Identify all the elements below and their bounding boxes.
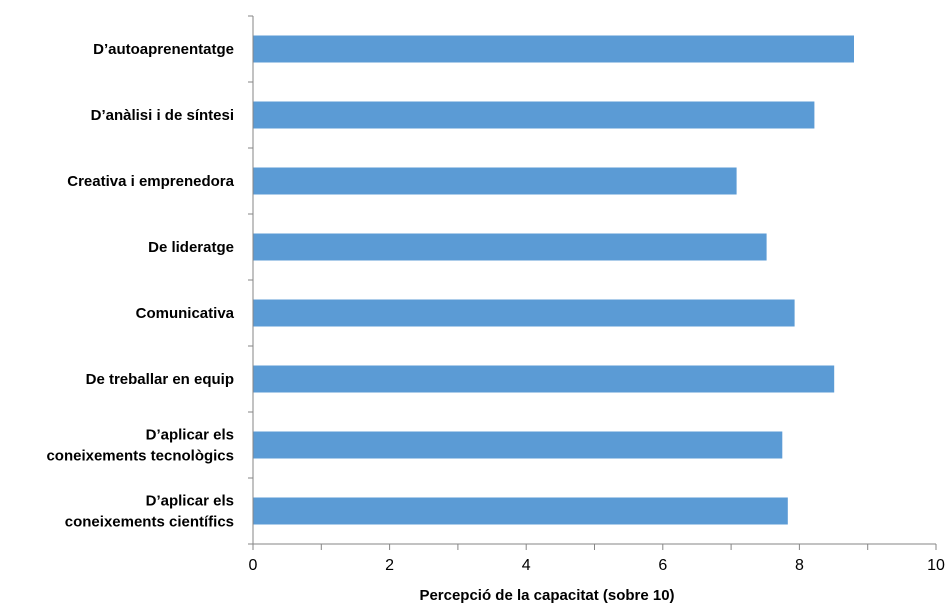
x-tick-label: 10 xyxy=(927,557,945,574)
x-tick-label: 6 xyxy=(658,557,667,574)
bar-7 xyxy=(253,431,783,459)
category-labels-group: D’autoaprenentatge D’anàlisi i de síntesi… xyxy=(46,41,234,531)
x-axis-title: Percepció de la capacitat (sobre 10) xyxy=(419,587,674,604)
category-label: Creativa i emprenedora xyxy=(67,173,234,190)
category-label: Comunicativa xyxy=(136,305,235,322)
bar-1 xyxy=(253,35,854,63)
category-label: D’autoaprenentatge xyxy=(93,41,234,58)
category-label: coneixements científics xyxy=(65,514,234,531)
bar-8 xyxy=(253,497,788,525)
bars-group xyxy=(253,35,854,525)
tick-labels-group: 0 2 4 6 8 10 xyxy=(249,557,945,574)
bar-4 xyxy=(253,233,767,261)
category-label: D’anàlisi i de síntesi xyxy=(91,107,234,124)
category-label: coneixements tecnològics xyxy=(46,448,234,465)
x-tick-label: 2 xyxy=(385,557,394,574)
category-label: De lideratge xyxy=(148,239,234,256)
category-label: De treballar en equip xyxy=(86,371,234,388)
bar-6 xyxy=(253,365,835,393)
category-label: D’aplicar els xyxy=(146,493,234,510)
bar-3 xyxy=(253,167,737,195)
bar-2 xyxy=(253,101,815,129)
x-tick-label: 4 xyxy=(522,557,531,574)
category-label: D’aplicar els xyxy=(146,427,234,444)
bar-5 xyxy=(253,299,795,327)
x-tick-label: 8 xyxy=(795,557,804,574)
x-tick-label: 0 xyxy=(249,557,258,574)
axes-group xyxy=(248,15,937,550)
